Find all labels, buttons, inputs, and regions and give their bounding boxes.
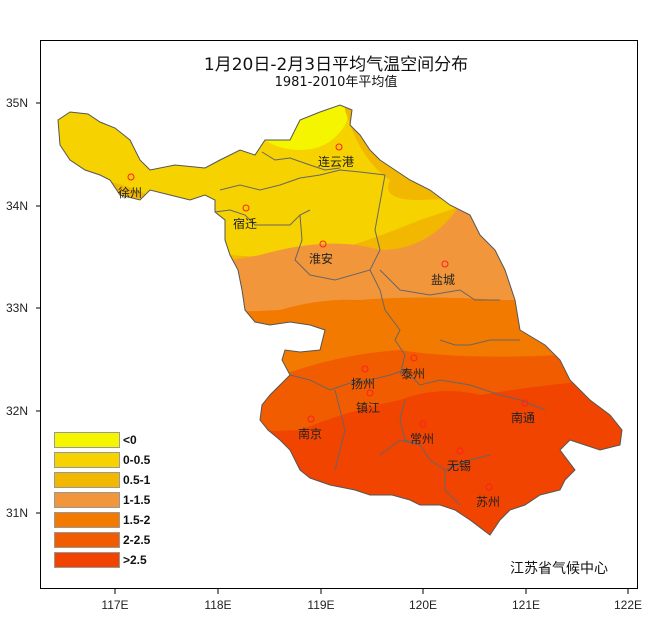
legend-label: 1.5-2 [123, 513, 151, 527]
city-label: 南通 [511, 410, 535, 425]
prefecture-boundaries [214, 151, 546, 506]
map-title: 1月20日-2月3日平均气温空间分布 [203, 55, 469, 75]
y-tick-label: 33N [6, 301, 29, 315]
city-marker-zhenjiang [366, 389, 374, 397]
x-tick-label: 118E [204, 598, 232, 612]
axis-ticks [36, 102, 629, 594]
x-tick-label: 119E [307, 598, 335, 612]
legend-item: >2.5 [54, 550, 150, 570]
legend-item: 0.5-1 [54, 470, 150, 490]
city-label: 苏州 [476, 495, 500, 509]
legend: <0 0-0.5 0.5-1 1-1.5 1.5-2 2-2.5 >2.5 [54, 430, 150, 570]
province-outline [57, 104, 623, 536]
city-marker-changzhou [419, 420, 427, 428]
city-marker-suqian [242, 204, 250, 212]
legend-swatch [54, 512, 120, 528]
legend-label: <0 [123, 433, 137, 447]
city-label: 常州 [410, 432, 434, 446]
city-marker-huaian [319, 240, 327, 248]
legend-swatch [54, 532, 120, 548]
legend-label: >2.5 [123, 553, 147, 567]
legend-label: 0.5-1 [123, 473, 151, 487]
legend-label: 0-0.5 [123, 453, 151, 467]
legend-swatch [54, 492, 120, 508]
x-tick-label: 117E [101, 598, 129, 612]
city-label: 盐城 [431, 273, 455, 287]
city-label: 扬州 [351, 376, 375, 391]
credit-text: 江苏省气候中心 [510, 561, 608, 577]
city-marker-nantong [521, 399, 529, 407]
legend-swatch [54, 552, 120, 568]
city-marker-xuzhou [127, 173, 135, 181]
x-tick-label: 120E [408, 598, 438, 612]
city-label: 连云港 [318, 154, 354, 169]
legend-swatch [54, 472, 120, 488]
legend-swatch [54, 452, 120, 468]
city-marker-yangzhou [361, 365, 369, 373]
legend-label: 1-1.5 [123, 493, 151, 507]
city-marker-lianyungang [335, 143, 343, 151]
y-tick-label: 35N [6, 96, 29, 110]
city-label: 镇江 [356, 401, 380, 415]
city-marker-taizhou [410, 354, 418, 362]
legend-item: 1-1.5 [54, 490, 150, 510]
x-tick-label: 121E [511, 598, 541, 612]
city-markers [127, 143, 529, 491]
legend-label: 2-2.5 [123, 533, 151, 547]
city-label: 南京 [298, 426, 322, 441]
city-marker-suzhou [485, 483, 493, 491]
legend-item: 2-2.5 [54, 530, 150, 550]
y-tick-label: 34N [6, 199, 29, 213]
legend-item: 1.5-2 [54, 510, 150, 530]
city-label: 宿迁 [233, 216, 257, 231]
city-label: 泰州 [401, 367, 425, 381]
legend-swatch [54, 432, 120, 448]
city-label: 无锡 [447, 458, 471, 473]
city-marker-yancheng [441, 260, 449, 268]
x-tick-label: 122E [613, 598, 643, 612]
legend-item: <0 [54, 430, 150, 450]
legend-item: 0-0.5 [54, 450, 150, 470]
city-label: 淮安 [309, 251, 333, 266]
y-tick-label: 31N [6, 506, 29, 520]
y-tick-label: 32N [6, 404, 29, 418]
map-frame [40, 40, 638, 589]
city-marker-wuxi [456, 447, 464, 455]
city-labels: 连云港 徐州 宿迁 淮安 盐城 泰州 扬州 镇江 南京 南通 常州 无锡 苏州 [118, 154, 535, 509]
city-marker-nanjing [307, 415, 315, 423]
city-label: 徐州 [118, 185, 142, 200]
map-subtitle: 1981-2010年平均值 [274, 75, 398, 90]
